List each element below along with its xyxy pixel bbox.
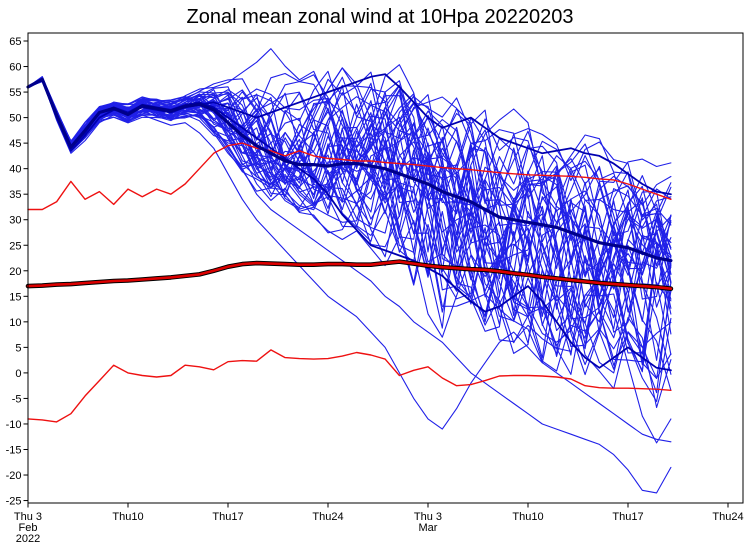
plot-border: [27, 32, 744, 504]
ensemble-member-line: [27, 77, 672, 284]
x-tick-label: Thu24: [312, 511, 343, 523]
y-tick-label: -20: [6, 470, 22, 482]
ensemble-member-line: [27, 80, 672, 338]
x-tick-label: Thu 3: [14, 511, 42, 523]
ensemble-member-line: [27, 67, 672, 363]
y-tick-label: 20: [9, 266, 21, 278]
y-tick-label: 30: [9, 215, 21, 227]
x-tick-label: Thu 3: [414, 511, 442, 523]
y-tick-label: 40: [9, 164, 21, 176]
x-tick-label: Thu24: [712, 511, 743, 523]
y-tick-label: -10: [6, 419, 22, 431]
month-label: Mar: [419, 522, 438, 534]
y-tick-label: 10: [9, 317, 21, 329]
month-label: 2022: [16, 533, 40, 545]
y-tick-label: 65: [9, 36, 21, 48]
x-tick-label: Thu17: [212, 511, 243, 523]
y-tick-label: -5: [12, 393, 22, 405]
y-tick-label: -25: [6, 496, 22, 508]
ensemble-member-line: [27, 79, 672, 376]
climatology-upper-line: [27, 142, 672, 211]
climatology-lower-line: [27, 349, 672, 423]
climatology-mean-line: [26, 260, 673, 291]
ensemble-mean-line: [26, 77, 673, 263]
y-tick-label: 60: [9, 62, 21, 74]
month-label: Feb: [19, 522, 38, 534]
ensemble-member-line: [27, 79, 672, 323]
y-tick-label: -15: [6, 444, 22, 456]
ensemble-member-line: [27, 79, 672, 366]
y-tick-label: 15: [9, 291, 21, 303]
ensemble-member-outlier-early: [27, 78, 672, 443]
y-tick-label: 35: [9, 189, 21, 201]
x-tick-label: Thu10: [112, 511, 143, 523]
ensemble-member-line: [27, 77, 672, 380]
x-tick-label: Thu17: [612, 511, 643, 523]
y-tick-label: 5: [15, 342, 21, 354]
y-tick-label: 0: [15, 368, 21, 380]
y-tick-label: 45: [9, 138, 21, 150]
chart-title: Zonal mean zonal wind at 10Hpa 20220203: [187, 6, 574, 28]
y-tick-label: 25: [9, 240, 21, 252]
x-tick-label: Thu10: [512, 511, 543, 523]
y-tick-label: 50: [9, 113, 21, 125]
y-tick-label: 55: [9, 87, 21, 99]
